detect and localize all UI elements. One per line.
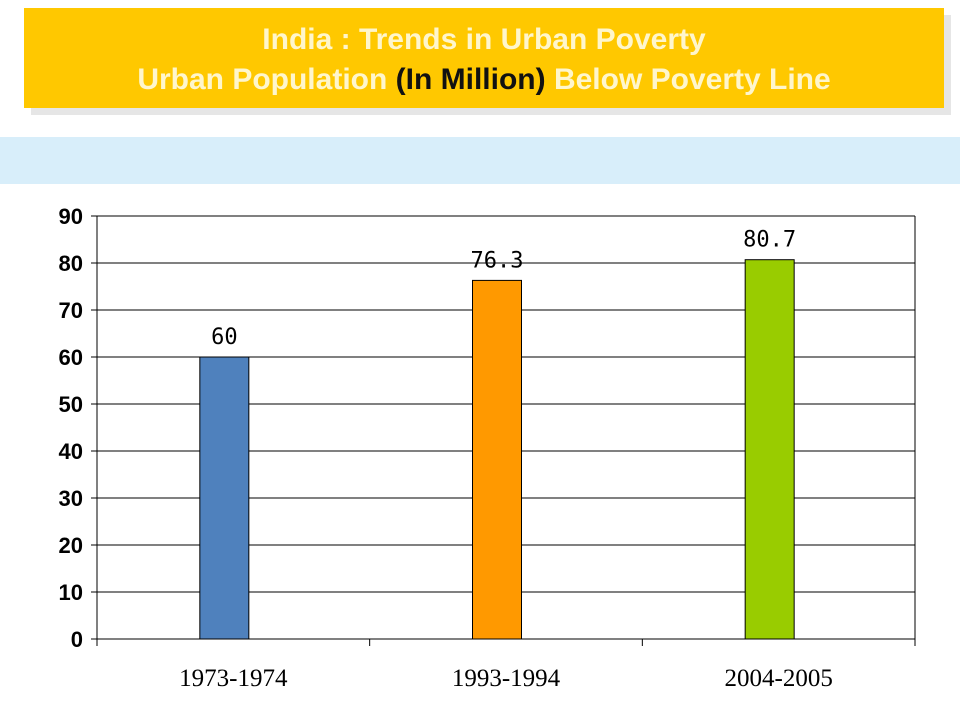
x-tick-label: 1993-1994 xyxy=(452,665,561,692)
title-banner: India : Trends in Urban Poverty Urban Po… xyxy=(24,8,944,108)
title-line-2-start: Urban Population xyxy=(137,63,396,96)
y-tick-label: 90 xyxy=(59,204,83,229)
y-tick-label: 10 xyxy=(59,580,83,605)
data-label: 76.3 xyxy=(471,248,524,273)
title-line-2-end: Below Poverty Line xyxy=(545,63,831,96)
bar xyxy=(744,259,795,640)
title-unit: (In Million) xyxy=(395,63,546,96)
y-tick-label: 0 xyxy=(71,627,83,652)
bar xyxy=(199,356,250,640)
bar xyxy=(472,279,522,640)
y-tick-label: 20 xyxy=(59,533,83,558)
x-tick-label: 1973-1974 xyxy=(179,665,288,692)
y-tick-label: 80 xyxy=(59,251,83,276)
x-tick-label: 2004-2005 xyxy=(725,665,833,692)
y-tick-label: 70 xyxy=(59,298,83,323)
title-line-2: Urban Population (In Million) Below Pove… xyxy=(24,60,944,100)
y-tick-label: 40 xyxy=(59,439,83,464)
y-tick-label: 30 xyxy=(59,486,83,511)
subtitle-band xyxy=(0,137,960,184)
title-line-1: India : Trends in Urban Poverty xyxy=(262,23,706,56)
y-tick-label: 50 xyxy=(59,392,83,417)
data-label: 80.7 xyxy=(743,228,796,253)
data-label: 60 xyxy=(211,325,238,350)
y-tick-label: 60 xyxy=(59,345,83,370)
